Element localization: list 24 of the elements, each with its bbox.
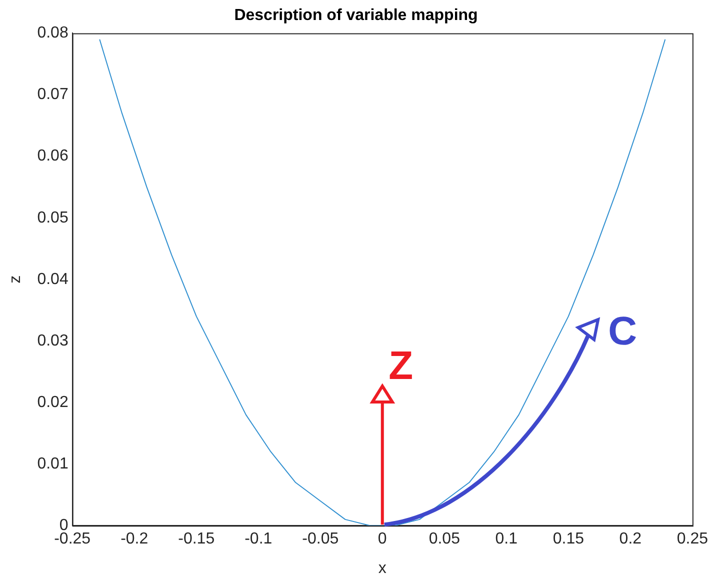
y-axis-title: z xyxy=(7,275,24,284)
y-tick-label: 0.05 xyxy=(37,209,68,226)
y-tick-label: 0.04 xyxy=(37,270,68,288)
x-tick-label: 0.05 xyxy=(428,530,460,548)
x-tick-label: -0.05 xyxy=(302,530,339,548)
y-tick-label: 0.03 xyxy=(37,332,68,350)
annotation: C xyxy=(608,310,637,354)
y-tick-label: 0.02 xyxy=(37,394,68,411)
x-tick-label: 0 xyxy=(378,530,387,548)
x-tick-label: 0.25 xyxy=(676,530,708,548)
x-tick-label: -0.15 xyxy=(178,530,215,548)
x-tick-label: 0.2 xyxy=(619,530,642,548)
chart-title: Description of variable mapping xyxy=(234,7,478,24)
y-tick-label: 0.07 xyxy=(37,86,68,104)
x-tick-label: -0.1 xyxy=(244,530,272,548)
x-tick-label: 0.15 xyxy=(552,530,584,548)
y-tick-label: 0.01 xyxy=(37,455,68,472)
x-tick-label: -0.25 xyxy=(54,530,91,548)
x-axis-title: x xyxy=(378,560,386,577)
x-tick-label: -0.2 xyxy=(120,530,148,548)
y-tick-label: 0.06 xyxy=(37,148,68,165)
annotation: Z xyxy=(388,344,414,388)
y-tick-label: 0.08 xyxy=(37,24,68,42)
x-tick-label: 0.1 xyxy=(495,530,518,548)
